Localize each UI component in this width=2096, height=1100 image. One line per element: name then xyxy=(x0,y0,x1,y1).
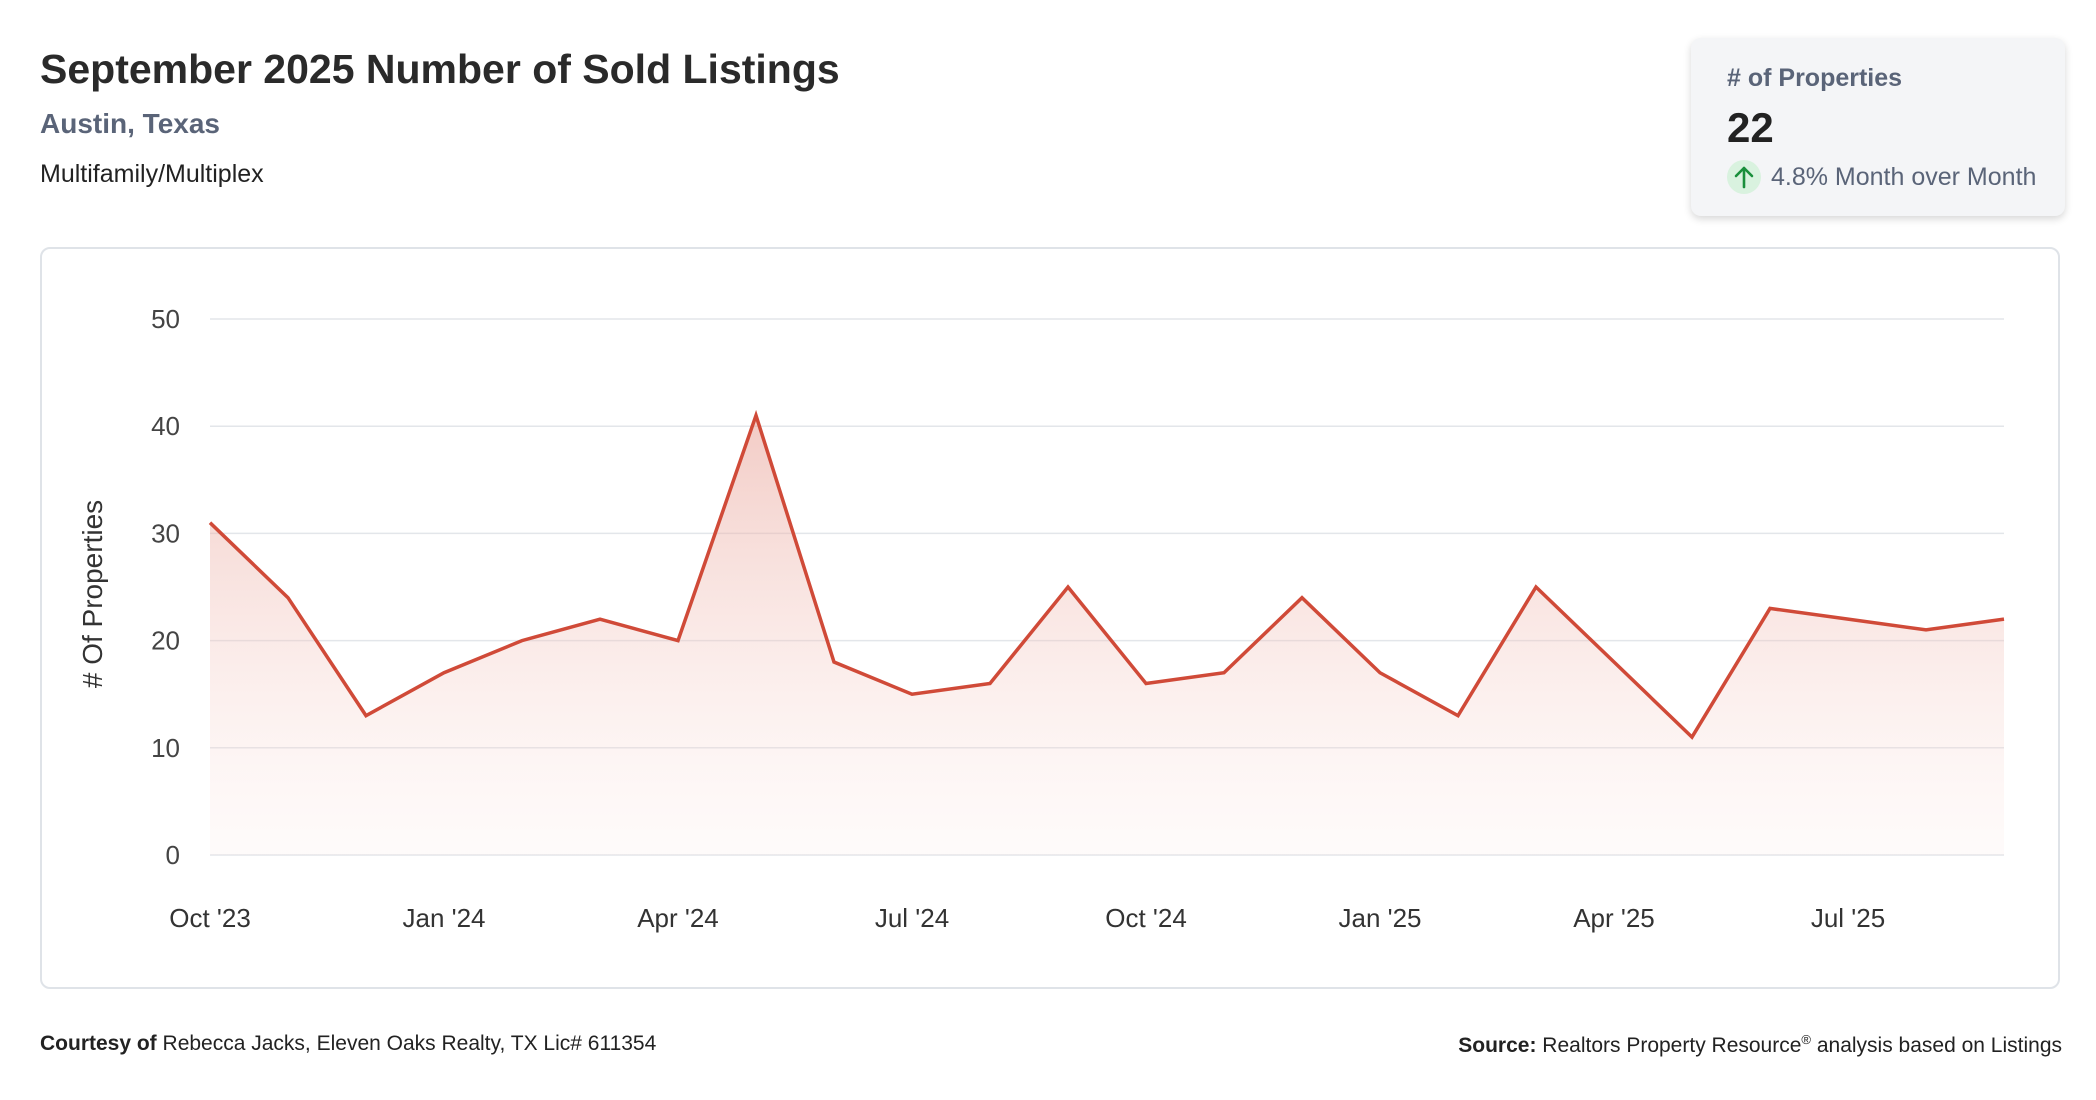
data-point[interactable] xyxy=(360,710,372,722)
x-tick-label: Jul '24 xyxy=(875,903,949,933)
data-point[interactable] xyxy=(594,613,606,625)
x-tick-label: Jan '24 xyxy=(402,903,485,933)
courtesy-label: Courtesy of xyxy=(40,1032,157,1055)
property-type-label: Multifamily/Multiplex xyxy=(40,160,264,188)
data-point[interactable] xyxy=(438,667,450,679)
data-point[interactable] xyxy=(1062,581,1074,593)
area-fill xyxy=(210,415,2004,855)
courtesy-note: Courtesy of Rebecca Jacks, Eleven Oaks R… xyxy=(40,1032,656,1056)
x-tick-label: Jan '25 xyxy=(1338,903,1421,933)
kpi-card: # of Properties 22 4.8% Month over Month xyxy=(1691,38,2065,216)
y-tick-label: 50 xyxy=(151,304,180,334)
y-axis-label: # Of Properties xyxy=(77,500,108,688)
data-point[interactable] xyxy=(282,592,294,604)
y-tick-label: 20 xyxy=(151,626,180,656)
data-point[interactable] xyxy=(1842,613,1854,625)
data-point[interactable] xyxy=(1530,581,1542,593)
x-tick-label: Apr '25 xyxy=(1573,903,1655,933)
data-point[interactable] xyxy=(1998,613,2010,625)
data-point[interactable] xyxy=(204,517,216,529)
x-tick-label: Jul '25 xyxy=(1811,903,1885,933)
page-title: September 2025 Number of Sold Listings xyxy=(40,46,840,92)
sold-listings-chart: 0 10 20 30 40 50 Oct '23 Jan '24 Apr '24 Jul '24… xyxy=(77,304,2010,933)
source-note: Source: Realtors Property Resource® anal… xyxy=(1458,1032,2062,1058)
data-point[interactable] xyxy=(1920,624,1932,636)
data-point[interactable] xyxy=(1608,656,1620,668)
chart-card: 0 10 20 30 40 50 Oct '23 Jan '24 Apr '24 Jul '24… xyxy=(40,247,2060,989)
data-point[interactable] xyxy=(828,656,840,668)
source-name: Realtors Property Resource xyxy=(1542,1034,1802,1057)
kpi-change: 4.8% Month over Month xyxy=(1727,160,2036,194)
x-tick-label: Oct '24 xyxy=(1105,903,1187,933)
y-tick-label: 10 xyxy=(151,733,180,763)
data-point[interactable] xyxy=(1296,592,1308,604)
x-tick-label: Oct '23 xyxy=(169,903,251,933)
y-tick-label: 40 xyxy=(151,411,180,441)
location-label: Austin, Texas xyxy=(40,108,220,139)
data-point[interactable] xyxy=(516,635,528,647)
data-point[interactable] xyxy=(1140,677,1152,689)
source-label: Source: xyxy=(1458,1034,1537,1057)
courtesy-text: Rebecca Jacks, Eleven Oaks Realty, TX Li… xyxy=(162,1032,657,1055)
kpi-label: # of Properties xyxy=(1727,64,1903,92)
data-point[interactable] xyxy=(750,409,762,421)
data-point[interactable] xyxy=(1452,710,1464,722)
data-point[interactable] xyxy=(984,677,996,689)
data-point[interactable] xyxy=(1218,667,1230,679)
registered-mark: ® xyxy=(1801,1032,1811,1047)
data-point[interactable] xyxy=(906,688,918,700)
data-point[interactable] xyxy=(1764,602,1776,614)
x-tick-label: Apr '24 xyxy=(637,903,719,933)
arrow-up-icon xyxy=(1727,160,1761,194)
source-rest: analysis based on Listings xyxy=(1816,1034,2062,1057)
data-point[interactable] xyxy=(672,635,684,647)
y-tick-label: 0 xyxy=(166,840,180,870)
y-tick-label: 30 xyxy=(151,518,180,548)
data-point[interactable] xyxy=(1374,667,1386,679)
data-point[interactable] xyxy=(1686,731,1698,743)
kpi-value: 22 xyxy=(1727,104,1774,151)
series-line xyxy=(208,409,2005,740)
kpi-change-text: 4.8% Month over Month xyxy=(1771,162,2037,191)
